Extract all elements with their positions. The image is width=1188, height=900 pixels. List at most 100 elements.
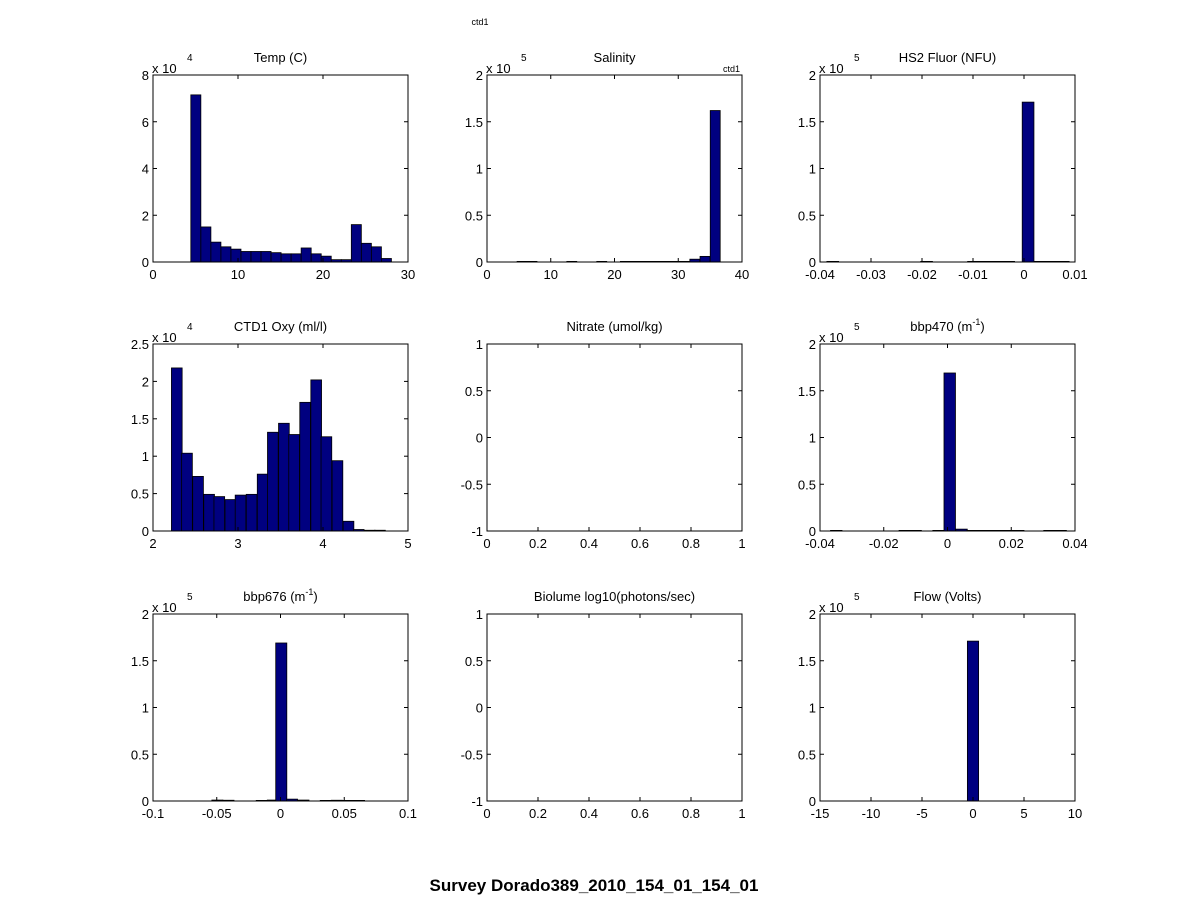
x-tick-label: 0.6 [631, 806, 649, 821]
x-tick-label: 0 [483, 806, 490, 821]
histogram-bar [350, 224, 362, 263]
y-tick-label: 0 [142, 255, 149, 270]
histogram-bar [299, 401, 311, 532]
y-tick-label: 0 [142, 794, 149, 809]
histogram-bar [230, 248, 242, 263]
axis-multiplier-exponent: 4 [187, 53, 193, 64]
x-tick-label: -0.04 [805, 267, 835, 282]
x-tick-label: -0.01 [958, 267, 988, 282]
histogram-bar [250, 251, 262, 263]
axis-multiplier-exponent: 5 [854, 53, 860, 64]
x-tick-label: -0.1 [142, 806, 164, 821]
y-tick-label: 8 [142, 68, 149, 83]
y-tick-label: 0 [809, 255, 816, 270]
x-tick-label: 0.2 [529, 806, 547, 821]
axis-multiplier: x 10 [152, 61, 177, 76]
y-tick-label: 2 [809, 607, 816, 622]
x-tick-label: 0.2 [529, 536, 547, 551]
x-tick-label: 0 [1020, 267, 1027, 282]
x-tick-label: 1 [738, 806, 745, 821]
x-tick-label: -0.05 [202, 806, 232, 821]
histogram-bar [210, 241, 222, 263]
axis-multiplier-exponent: 5 [854, 322, 860, 333]
x-tick-label: 0.02 [999, 536, 1024, 551]
histogram-bar [360, 242, 372, 263]
histogram-bar [943, 372, 956, 532]
x-tick-label: 30 [401, 267, 415, 282]
y-tick-label: 2 [809, 68, 816, 83]
y-tick-label: 0 [476, 255, 483, 270]
x-tick-label: 10 [231, 267, 245, 282]
x-tick-label: 3 [234, 536, 241, 551]
histogram-bar [278, 422, 290, 532]
subplot-7: -0.1 -0.05 0 0.05 0.1 0 0.5 1 1.5 2 bbp676 (m-1) x … [131, 587, 417, 821]
y-tick-label: 1 [142, 449, 149, 464]
axis-multiplier-exponent: 5 [521, 53, 527, 64]
figure-top-label: ctd1 [471, 17, 488, 27]
histogram-bar [380, 258, 392, 263]
axis-multiplier: x 10 [819, 600, 844, 615]
y-tick-label: 1 [809, 162, 816, 177]
axis-multiplier-exponent: 5 [187, 592, 193, 603]
subplot-title: Temp (C) [254, 50, 307, 65]
y-tick-label: 1 [809, 701, 816, 716]
histogram-bar [190, 94, 202, 263]
x-tick-label: -0.04 [805, 536, 835, 551]
histogram-bar [310, 379, 322, 532]
axes-box [486, 74, 743, 263]
axes-box [819, 613, 1076, 802]
y-tick-label: 1.5 [798, 115, 816, 130]
y-tick-label: 2 [142, 607, 149, 622]
axis-multiplier: x 10 [819, 330, 844, 345]
y-tick-label: 0.5 [465, 208, 483, 223]
y-tick-label: 1 [809, 431, 816, 446]
x-tick-label: 0 [483, 267, 490, 282]
y-tick-label: 2 [142, 374, 149, 389]
x-tick-label: -0.02 [869, 536, 899, 551]
axis-multiplier: x 10 [152, 330, 177, 345]
axis-multiplier: x 10 [819, 61, 844, 76]
histogram-bar [370, 246, 382, 263]
x-tick-label: 0.8 [682, 536, 700, 551]
x-tick-label: 0 [944, 536, 951, 551]
x-tick-label: 0.4 [580, 806, 598, 821]
y-tick-label: 0 [476, 701, 483, 716]
y-tick-label: 1.5 [131, 412, 149, 427]
y-tick-label: -1 [471, 794, 483, 809]
x-tick-label: 0 [149, 267, 156, 282]
x-tick-label: 20 [316, 267, 330, 282]
axis-multiplier-exponent: 5 [854, 592, 860, 603]
x-tick-label: -10 [862, 806, 881, 821]
histogram-bar [192, 475, 204, 532]
y-tick-label: -1 [471, 524, 483, 539]
x-tick-label: 40 [735, 267, 749, 282]
x-tick-label: 4 [319, 536, 326, 551]
y-tick-label: 1 [476, 607, 483, 622]
x-tick-label: 0.6 [631, 536, 649, 551]
histogram-bar [234, 494, 247, 532]
y-tick-label: 0.5 [131, 487, 149, 502]
subplot-3: -0.04 -0.03 -0.02 -0.01 0 0.01 0 0.5 1 1.5 2 HS2 Fl… [798, 50, 1088, 282]
x-tick-label: 0.05 [332, 806, 357, 821]
x-tick-label: 0.8 [682, 806, 700, 821]
x-tick-label: 20 [607, 267, 621, 282]
histogram-bar [310, 253, 322, 263]
x-tick-label: 0.01 [1062, 267, 1087, 282]
histogram-bar [240, 251, 252, 263]
corner-label: ctd1 [723, 64, 740, 74]
subplot-1: 0 10 20 30 0 2 4 6 8 Temp (C) x 10 4 [142, 50, 415, 282]
axes-box [152, 343, 409, 532]
histogram-bar [270, 252, 282, 263]
histogram-bar [288, 434, 300, 532]
histogram-bar [1021, 101, 1035, 263]
x-tick-label: 10 [1068, 806, 1082, 821]
y-tick-label: 1 [142, 701, 149, 716]
histogram-bar [320, 436, 333, 532]
survey-title: Survey Dorado389_2010_154_01_154_01 [429, 876, 759, 895]
y-tick-label: 0.5 [798, 208, 816, 223]
subplot-title: HS2 Fluor (NFU) [899, 50, 997, 65]
y-tick-label: 1.5 [465, 115, 483, 130]
histogram-bar [699, 255, 711, 263]
histogram-bar [220, 246, 232, 263]
